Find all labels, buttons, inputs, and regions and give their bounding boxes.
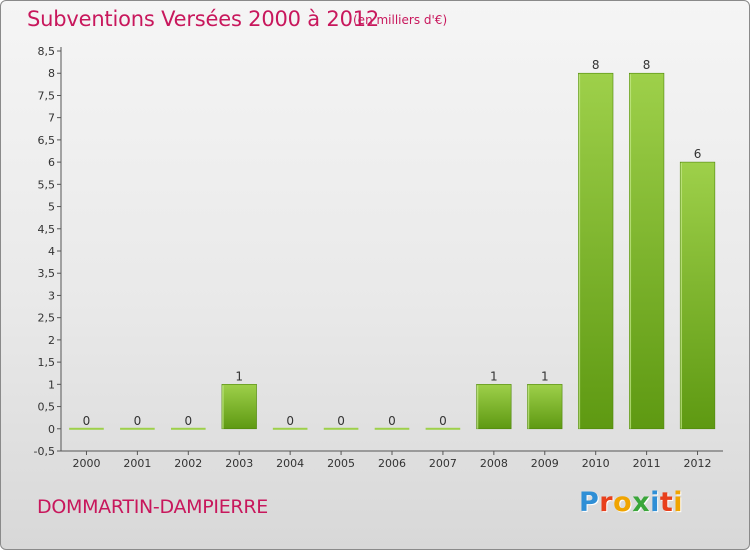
bar-data-label: 0 <box>286 414 294 428</box>
y-tick-label: 0 <box>48 423 55 436</box>
x-tick-label: 2012 <box>684 457 712 470</box>
bar-data-label: 0 <box>439 414 447 428</box>
y-tick-label: 4,5 <box>38 223 56 236</box>
chart-bars <box>69 72 716 430</box>
bar <box>221 384 257 430</box>
y-tick-label: 0,5 <box>38 401 56 414</box>
x-tick-label: 2008 <box>480 457 508 470</box>
bar-data-label: 0 <box>134 414 142 428</box>
y-tick-label: 5,5 <box>38 178 56 191</box>
y-tick-label: 3,5 <box>38 267 56 280</box>
y-tick-label: 8 <box>48 67 55 80</box>
bar-data-label: 1 <box>235 369 243 383</box>
y-tick-label: 4 <box>48 245 55 258</box>
y-tick-label: 1,5 <box>38 356 56 369</box>
logo-letter: x <box>632 487 651 518</box>
logo-letter: P <box>579 487 600 518</box>
y-tick-label: -0,5 <box>34 445 55 458</box>
logo-letter: i <box>673 487 684 518</box>
bar-data-label: 0 <box>388 414 396 428</box>
x-tick-label: 2000 <box>72 457 100 470</box>
logo-letter: t <box>659 487 674 518</box>
logo-letter: r <box>599 487 614 518</box>
logo-letter: i <box>650 487 660 518</box>
x-tick-label: 2003 <box>225 457 253 470</box>
y-tick-label: 1 <box>48 378 55 391</box>
y-tick-label: 6 <box>48 156 55 169</box>
bar-data-label: 0 <box>83 414 91 428</box>
x-tick-label: 2007 <box>429 457 457 470</box>
bar <box>476 384 512 430</box>
chart-axes: -0,5 0 0,5 1 1,5 2 2,5 3 3,5 4 4,5 5 5,5 6 6,5 7 7,5 8 8,5… <box>34 45 723 470</box>
bar <box>374 427 410 430</box>
x-tick-label: 2010 <box>582 457 610 470</box>
chart-data-labels: 0 0 0 1 0 0 0 0 1 1 8 8 6 <box>83 58 702 428</box>
y-tick-label: 7,5 <box>38 89 56 102</box>
y-tick-label: 2 <box>48 334 55 347</box>
bar-data-label: 1 <box>490 369 498 383</box>
y-tick-label: 6,5 <box>38 134 56 147</box>
y-tick-label: 3 <box>48 289 55 302</box>
x-tick-label: 2002 <box>174 457 202 470</box>
bar <box>272 427 308 430</box>
bar-data-label: 8 <box>592 58 600 72</box>
bar-data-label: 0 <box>337 414 345 428</box>
x-tick-label: 2009 <box>531 457 559 470</box>
bar-data-label: 1 <box>541 369 549 383</box>
x-tick-label: 2011 <box>633 457 661 470</box>
bar-data-label: 0 <box>184 414 192 428</box>
bar <box>679 161 716 430</box>
bar <box>578 72 614 430</box>
y-tick-label: 8,5 <box>38 45 56 58</box>
bar <box>323 427 359 430</box>
bar <box>425 427 461 430</box>
x-tick-label: 2005 <box>327 457 355 470</box>
bar <box>527 384 563 430</box>
chart-title: Subventions Versées 2000 à 2012 <box>27 7 380 31</box>
x-tick-label: 2006 <box>378 457 406 470</box>
y-tick-label: 2,5 <box>38 312 56 325</box>
bar-data-label: 6 <box>694 147 702 161</box>
bar <box>629 72 665 430</box>
y-tick-label: 7 <box>48 112 55 125</box>
y-tick-label: 5 <box>48 201 55 214</box>
bar <box>120 427 155 430</box>
bar-data-label: 8 <box>643 58 651 72</box>
proxiti-logo: Proxiti <box>579 487 683 518</box>
x-tick-label: 2001 <box>123 457 151 470</box>
chart-subtitle: (en milliers d'€) <box>353 13 448 27</box>
bar <box>69 427 104 430</box>
bar <box>170 427 206 430</box>
logo-letter: o <box>613 487 633 518</box>
commune-name: DOMMARTIN-DAMPIERRE <box>37 496 268 518</box>
x-tick-label: 2004 <box>276 457 304 470</box>
